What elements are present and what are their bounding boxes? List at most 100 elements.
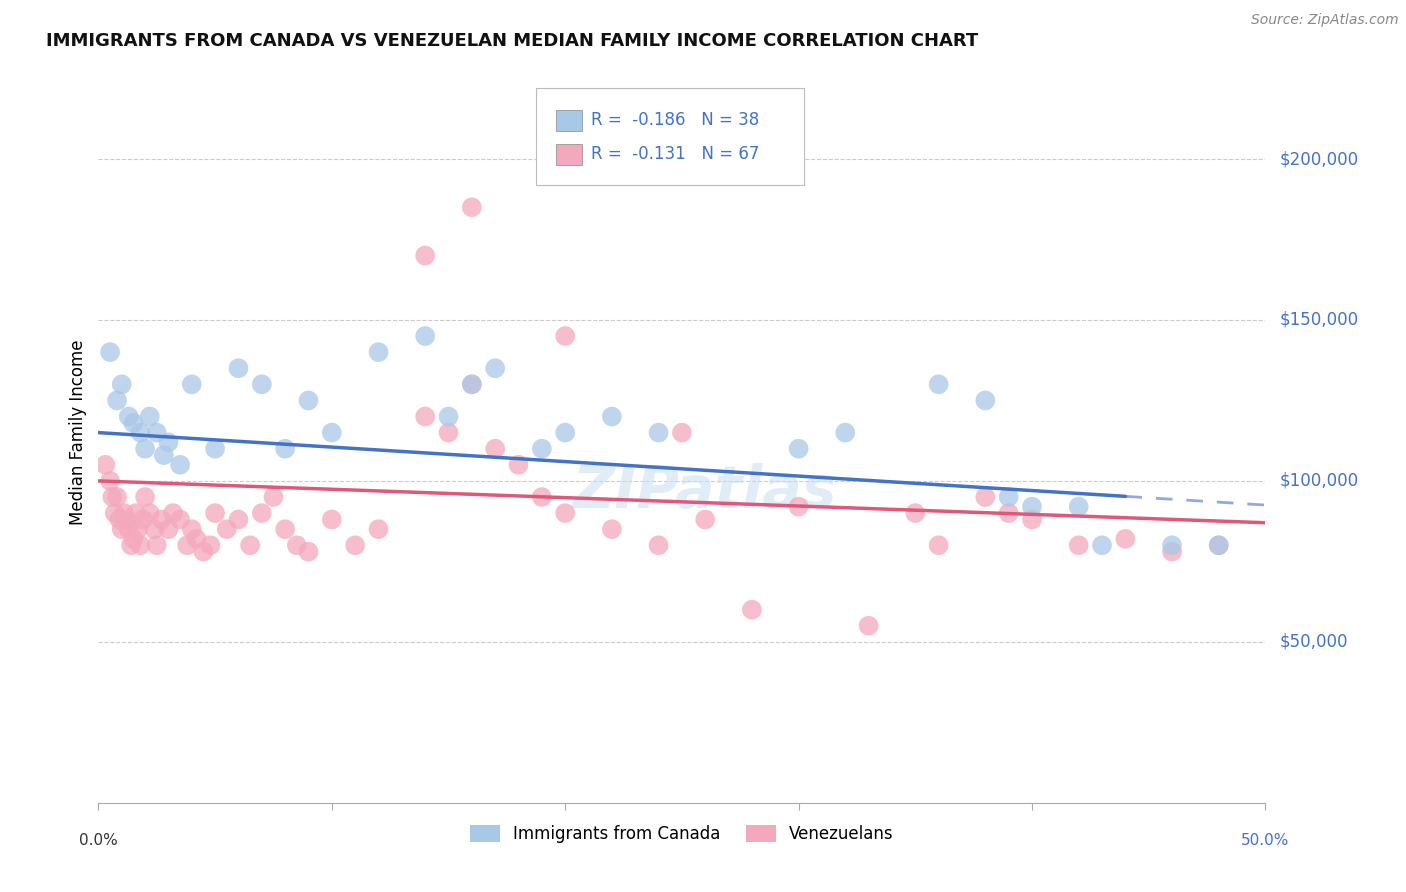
Point — [1091, 538, 1114, 552]
Point — [118, 522, 141, 536]
Point — [413, 409, 436, 424]
Text: Source: ZipAtlas.com: Source: ZipAtlas.com — [1251, 13, 1399, 28]
Y-axis label: Median Family Income: Median Family Income — [69, 340, 87, 525]
Point — [437, 425, 460, 440]
Point — [98, 345, 121, 359]
Point — [461, 377, 484, 392]
Legend: Immigrants from Canada, Venezuelans: Immigrants from Canada, Venezuelans — [464, 819, 900, 850]
Point — [647, 538, 669, 552]
Point — [104, 506, 127, 520]
Point — [1161, 538, 1184, 552]
Point — [111, 377, 134, 392]
Point — [105, 490, 128, 504]
Point — [554, 425, 576, 440]
Point — [157, 522, 180, 536]
Point — [297, 393, 319, 408]
Point — [134, 490, 156, 504]
Point — [204, 506, 226, 520]
Point — [367, 522, 389, 536]
Point — [132, 512, 155, 526]
Point — [101, 490, 124, 504]
Point — [787, 500, 810, 514]
Text: R =  -0.131   N = 67: R = -0.131 N = 67 — [591, 145, 759, 163]
Text: 0.0%: 0.0% — [79, 833, 118, 848]
Point — [671, 425, 693, 440]
Point — [111, 522, 134, 536]
Point — [127, 522, 149, 536]
Point — [437, 409, 460, 424]
Point — [974, 490, 997, 504]
Point — [285, 538, 308, 552]
Text: IMMIGRANTS FROM CANADA VS VENEZUELAN MEDIAN FAMILY INCOME CORRELATION CHART: IMMIGRANTS FROM CANADA VS VENEZUELAN MED… — [46, 32, 979, 50]
Point — [129, 538, 152, 552]
Point — [250, 506, 273, 520]
Point — [974, 393, 997, 408]
Point — [146, 538, 169, 552]
Point — [1161, 545, 1184, 559]
Point — [204, 442, 226, 456]
Point — [647, 425, 669, 440]
Point — [162, 506, 184, 520]
Point — [122, 532, 145, 546]
Point — [200, 538, 222, 552]
Point — [108, 512, 131, 526]
Point — [134, 442, 156, 456]
Point — [297, 545, 319, 559]
Point — [129, 425, 152, 440]
Text: $200,000: $200,000 — [1279, 150, 1358, 168]
Point — [143, 522, 166, 536]
Point — [321, 512, 343, 526]
Point — [112, 506, 135, 520]
Point — [554, 506, 576, 520]
Point — [367, 345, 389, 359]
Point — [461, 200, 484, 214]
Point — [928, 538, 950, 552]
Point — [180, 522, 202, 536]
Point — [530, 442, 553, 456]
Point — [186, 532, 208, 546]
Point — [413, 249, 436, 263]
Point — [695, 512, 717, 526]
Point — [228, 512, 250, 526]
Point — [180, 377, 202, 392]
Point — [98, 474, 121, 488]
Point — [928, 377, 950, 392]
Point — [250, 377, 273, 392]
Point — [997, 506, 1019, 520]
Point — [554, 329, 576, 343]
Point — [152, 448, 174, 462]
Point — [1208, 538, 1230, 552]
Point — [834, 425, 856, 440]
Point — [239, 538, 262, 552]
Text: $100,000: $100,000 — [1279, 472, 1358, 490]
Point — [1208, 538, 1230, 552]
Point — [125, 506, 148, 520]
Point — [262, 490, 284, 504]
Point — [858, 619, 880, 633]
Point — [157, 435, 180, 450]
FancyBboxPatch shape — [555, 144, 582, 165]
Point — [741, 602, 763, 616]
Point — [484, 361, 506, 376]
Point — [139, 506, 162, 520]
Point — [118, 409, 141, 424]
Point — [1067, 500, 1090, 514]
Point — [997, 490, 1019, 504]
Point — [105, 393, 128, 408]
Point — [176, 538, 198, 552]
Point — [530, 490, 553, 504]
Point — [215, 522, 238, 536]
Point — [274, 442, 297, 456]
Point — [321, 425, 343, 440]
Point — [904, 506, 927, 520]
Point — [274, 522, 297, 536]
Point — [120, 538, 142, 552]
Point — [1067, 538, 1090, 552]
Text: ZIPatlas: ZIPatlas — [574, 463, 838, 520]
Point — [122, 416, 145, 430]
Point — [150, 512, 173, 526]
Point — [1021, 500, 1043, 514]
Text: $150,000: $150,000 — [1279, 311, 1358, 329]
Point — [484, 442, 506, 456]
Point — [193, 545, 215, 559]
